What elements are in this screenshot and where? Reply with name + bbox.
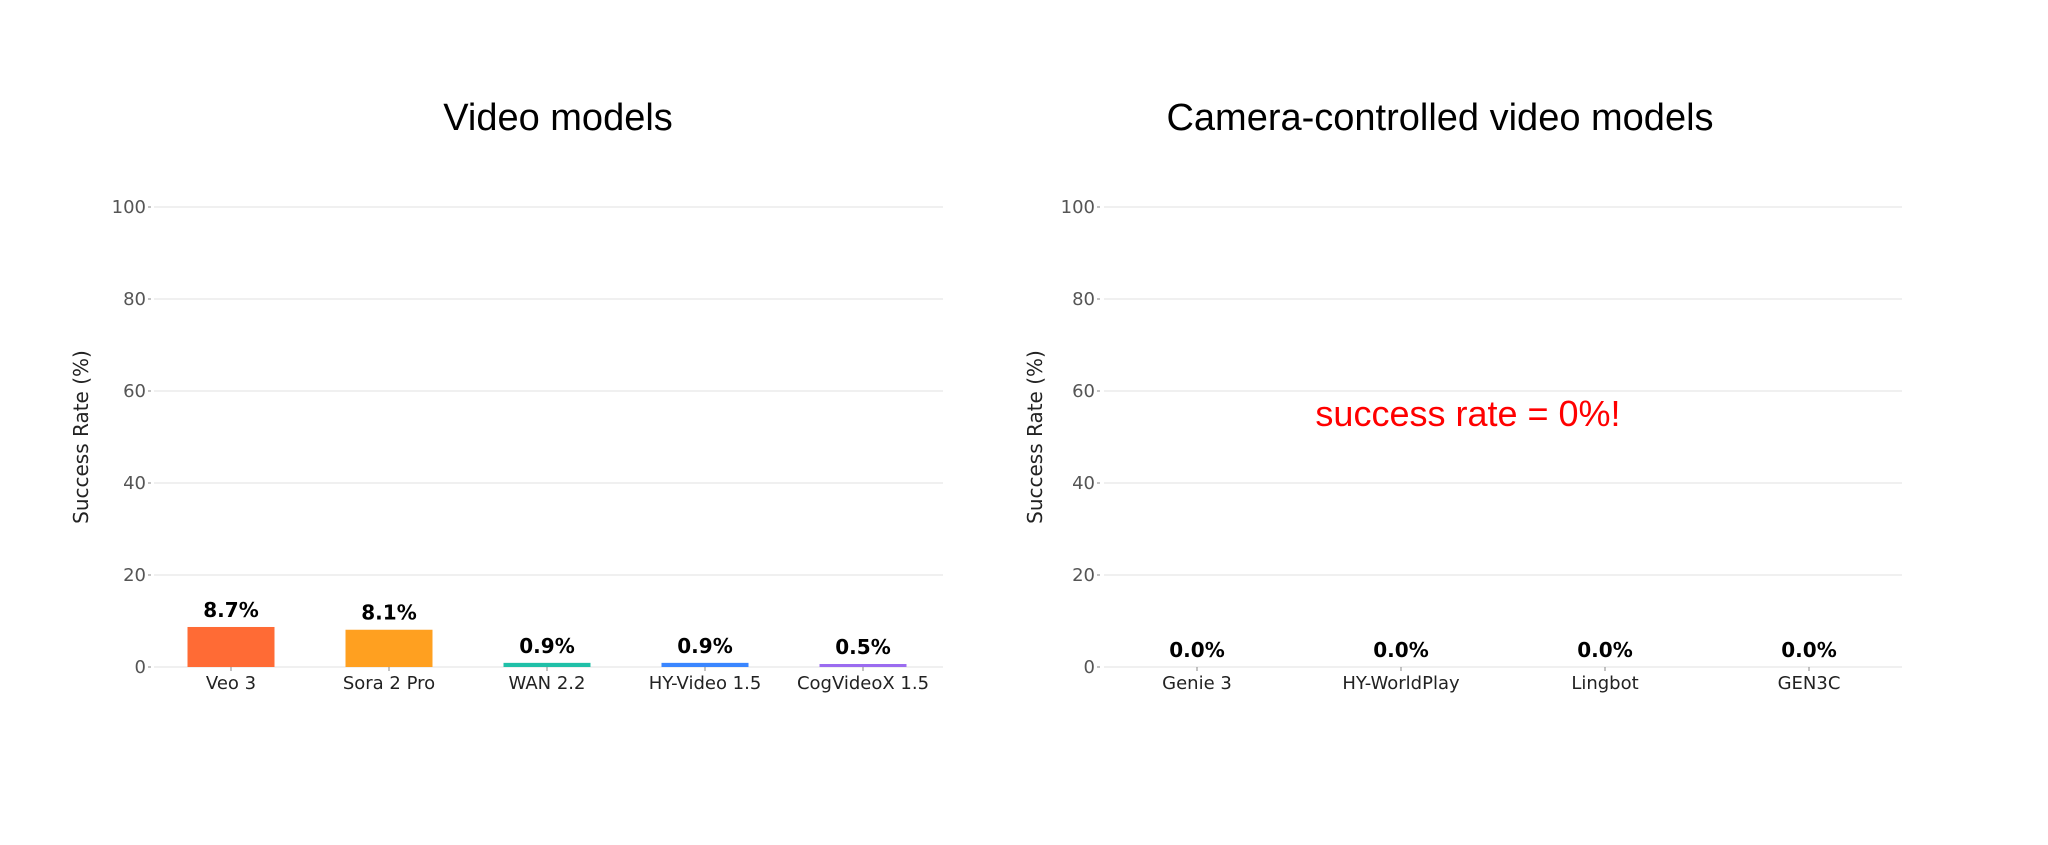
x-tick-label: GEN3C: [1778, 673, 1841, 694]
chart-panel-1: Video models 0 20 40 60 80 100 Success Rate (%)…: [69, 97, 943, 694]
x-tick-label: HY-Video 1.5: [649, 673, 762, 694]
value-label: 0.0%: [1169, 638, 1224, 662]
x-tick-label: Genie 3: [1162, 673, 1232, 694]
chart-title: Video models: [443, 97, 673, 139]
y-axis-label: Success Rate (%): [1023, 350, 1047, 524]
y-axis-label: Success Rate (%): [69, 350, 93, 524]
chart-title: Camera-controlled video models: [1166, 97, 1713, 139]
y-tick-label: 100: [1061, 197, 1095, 218]
value-label: 8.1%: [361, 601, 416, 625]
y-tick-label: 40: [123, 473, 146, 494]
bar: [819, 664, 907, 667]
bar: [187, 626, 275, 667]
value-label: 0.9%: [519, 634, 574, 658]
annotation: success rate = 0%!: [1315, 393, 1620, 434]
value-label: 0.0%: [1373, 638, 1428, 662]
x-tick-label: HY-WorldPlay: [1342, 673, 1460, 694]
bar: [345, 629, 433, 667]
y-tick-label: 0: [1084, 657, 1095, 678]
y-tick-label: 0: [135, 657, 146, 678]
y-tick-label: 60: [1072, 381, 1095, 402]
y-tick-label: 40: [1072, 473, 1095, 494]
x-tick-label: WAN 2.2: [509, 673, 586, 694]
y-tick-label: 100: [112, 197, 146, 218]
value-label: 8.7%: [203, 598, 258, 622]
y-tick-label: 20: [1072, 565, 1095, 586]
y-tick-label: 80: [123, 289, 146, 310]
value-label: 0.9%: [677, 634, 732, 658]
x-tick-label: Sora 2 Pro: [343, 673, 435, 694]
y-tick-label: 20: [123, 565, 146, 586]
bar: [661, 662, 749, 667]
value-label: 0.0%: [1577, 638, 1632, 662]
x-tick-label: Veo 3: [206, 673, 256, 694]
y-tick-label: 80: [1072, 289, 1095, 310]
x-tick-label: CogVideoX 1.5: [797, 673, 929, 694]
x-tick-label: Lingbot: [1571, 673, 1638, 694]
y-tick-label: 60: [123, 381, 146, 402]
bar: [503, 662, 591, 667]
value-label: 0.0%: [1781, 638, 1836, 662]
chart-panel-2: Camera-controlled video models 0 20 40 60 80 1…: [1023, 97, 1902, 694]
value-label: 0.5%: [835, 635, 890, 659]
